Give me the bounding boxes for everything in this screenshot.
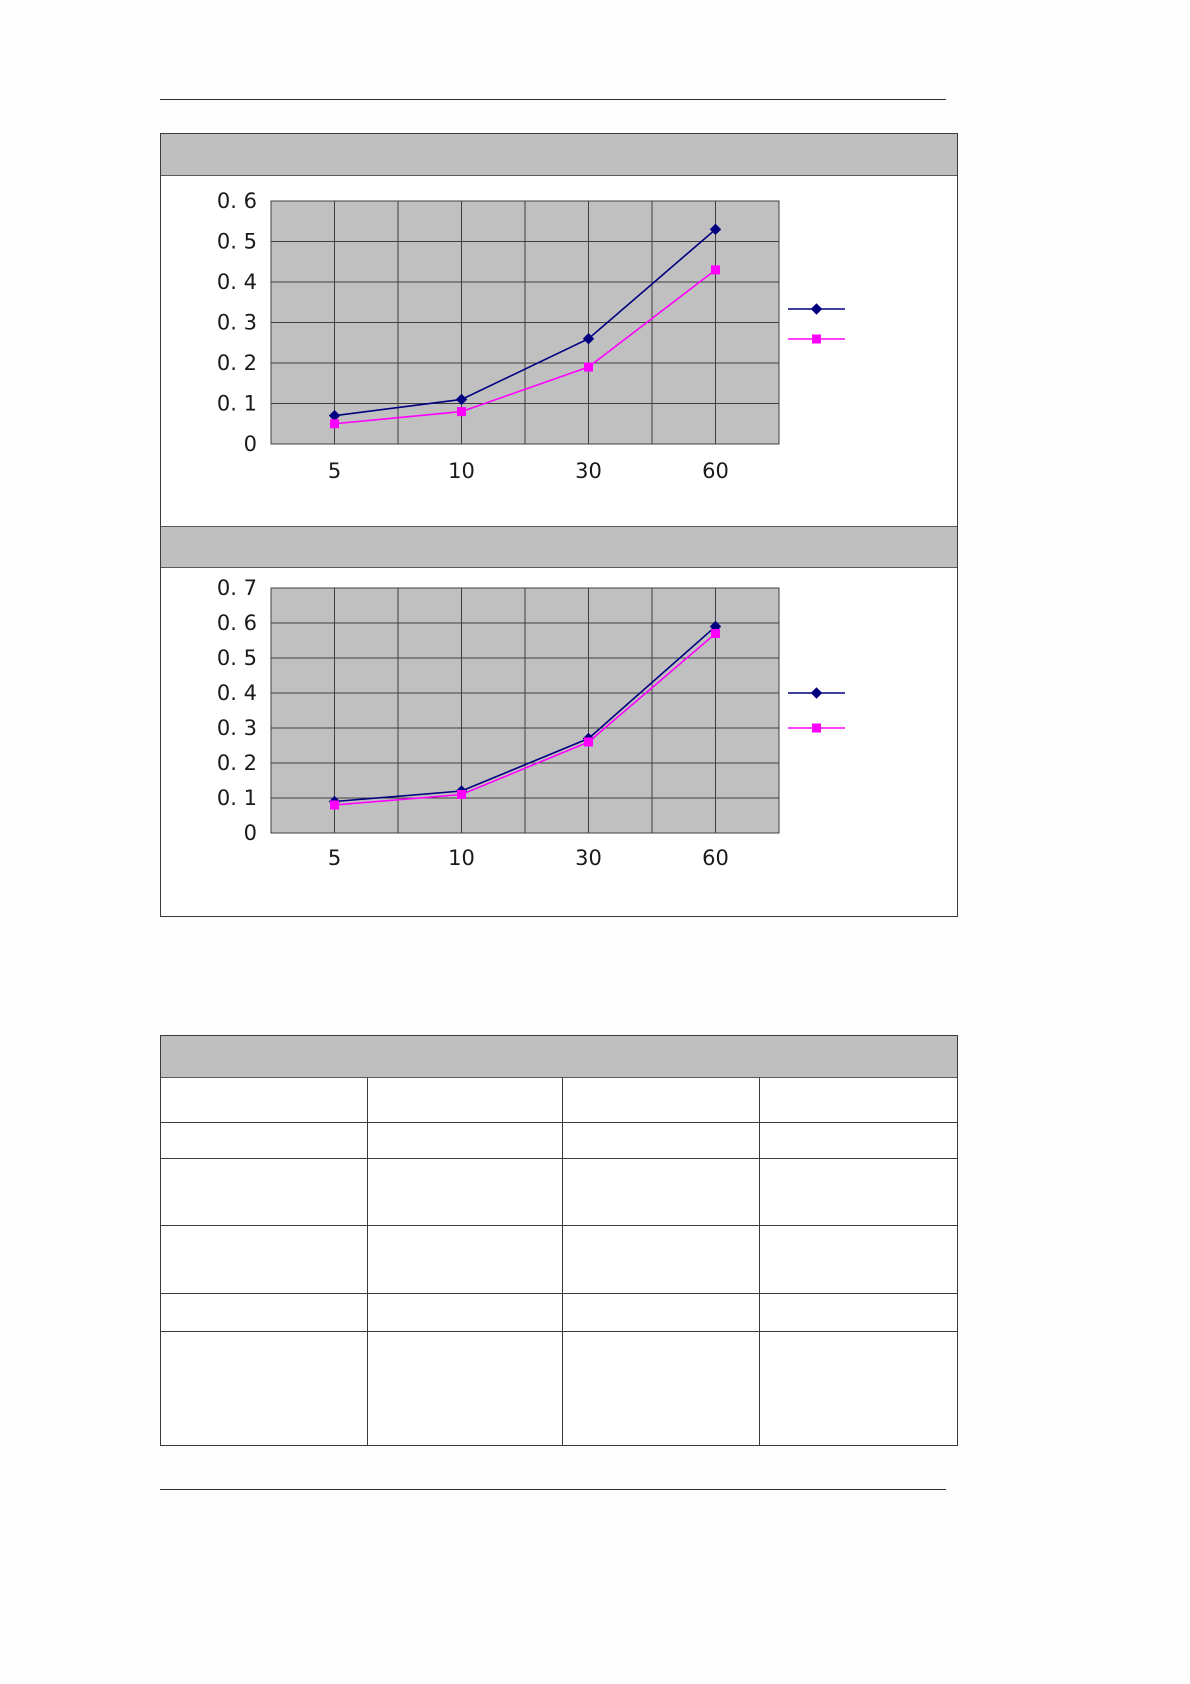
series-line bbox=[334, 632, 717, 806]
diamond-marker bbox=[455, 393, 468, 406]
chart-svg: 0 0. 1 0. 2 0. 3 0. 4 0. 5 0. 6 5 10 30 60 bbox=[217, 189, 845, 483]
table-cell bbox=[368, 1226, 563, 1294]
series-line bbox=[334, 228, 717, 417]
x-tick-label: 5 bbox=[328, 459, 341, 483]
table-cell bbox=[760, 1123, 957, 1159]
square-marker bbox=[457, 790, 466, 799]
square-marker bbox=[711, 265, 720, 275]
series-series-2-square bbox=[330, 629, 720, 810]
series-series-2-square bbox=[330, 265, 720, 429]
square-marker bbox=[457, 407, 466, 417]
line-chart-2: 0 0. 1 0. 2 0. 3 0. 4 0. 5 0. 6 0. 7 5 10 30 60 bbox=[161, 568, 957, 916]
table-cell bbox=[161, 1078, 368, 1123]
table-cell bbox=[161, 1226, 368, 1294]
y-tick-label: 0. 5 bbox=[217, 230, 257, 254]
y-tick-label: 0. 7 bbox=[217, 576, 257, 600]
x-tick-label: 60 bbox=[702, 846, 729, 870]
table-cell bbox=[563, 1078, 760, 1123]
charts-panel: 0 0. 1 0. 2 0. 3 0. 4 0. 5 0. 6 5 10 30 60 0 0. 1 0.… bbox=[160, 133, 958, 917]
y-tick-label: 0. 4 bbox=[217, 681, 257, 705]
square-marker bbox=[584, 362, 593, 372]
page-bottom-rule bbox=[160, 1489, 946, 1490]
diamond-marker bbox=[810, 303, 823, 315]
gridlines bbox=[270, 200, 780, 445]
x-tick-label: 60 bbox=[702, 459, 729, 483]
y-tick-label: 0. 3 bbox=[217, 311, 257, 335]
y-tick-label: 0. 4 bbox=[217, 270, 257, 294]
table-cell bbox=[161, 1332, 368, 1445]
x-tick-label: 5 bbox=[328, 846, 341, 870]
table-cell bbox=[760, 1159, 957, 1226]
y-tick-label: 0. 5 bbox=[217, 646, 257, 670]
square-marker bbox=[812, 723, 821, 733]
table-cell bbox=[368, 1123, 563, 1159]
square-marker bbox=[330, 800, 339, 810]
y-tick-label: 0. 6 bbox=[217, 611, 257, 635]
square-marker bbox=[711, 629, 720, 638]
table-title-band bbox=[161, 1036, 957, 1078]
page-top-rule bbox=[160, 99, 946, 100]
table-cell bbox=[760, 1226, 957, 1294]
table-cell bbox=[563, 1159, 760, 1226]
y-tick-label: 0. 1 bbox=[217, 392, 257, 416]
series-line bbox=[334, 625, 717, 803]
table-cell bbox=[161, 1294, 368, 1332]
table-panel bbox=[160, 1035, 958, 1446]
table-cell bbox=[760, 1078, 957, 1123]
y-tick-label: 0. 2 bbox=[217, 751, 257, 775]
legend bbox=[788, 303, 845, 344]
table-cell bbox=[161, 1159, 368, 1226]
table-cell bbox=[563, 1332, 760, 1445]
y-tick-label: 0 bbox=[244, 432, 257, 456]
square-marker bbox=[330, 419, 339, 429]
table-cell bbox=[368, 1332, 563, 1445]
x-tick-label: 30 bbox=[575, 846, 602, 870]
x-axis-labels: 5 10 30 60 bbox=[328, 846, 729, 870]
x-tick-label: 10 bbox=[448, 846, 475, 870]
square-marker bbox=[584, 737, 593, 747]
data-table bbox=[161, 1078, 957, 1445]
legend bbox=[788, 687, 845, 733]
line-chart-1: 0 0. 1 0. 2 0. 3 0. 4 0. 5 0. 6 5 10 30 60 bbox=[161, 176, 957, 526]
table-cell bbox=[563, 1294, 760, 1332]
table-cell bbox=[368, 1159, 563, 1226]
table-cell bbox=[563, 1123, 760, 1159]
diamond-marker bbox=[709, 223, 722, 236]
x-axis-labels: 5 10 30 60 bbox=[328, 459, 729, 483]
table-cell bbox=[161, 1123, 368, 1159]
square-marker bbox=[812, 334, 821, 344]
diamond-marker bbox=[810, 687, 823, 699]
x-tick-label: 30 bbox=[575, 459, 602, 483]
x-tick-label: 10 bbox=[448, 459, 475, 483]
y-tick-label: 0. 1 bbox=[217, 786, 257, 810]
chart1-title-band bbox=[161, 134, 957, 176]
y-axis-labels: 0 0. 1 0. 2 0. 3 0. 4 0. 5 0. 6 bbox=[217, 189, 257, 456]
y-tick-label: 0. 2 bbox=[217, 351, 257, 375]
table-cell bbox=[563, 1226, 760, 1294]
series-line bbox=[334, 269, 716, 425]
chart-svg: 0 0. 1 0. 2 0. 3 0. 4 0. 5 0. 6 0. 7 5 10 30 60 bbox=[217, 576, 845, 870]
table-cell bbox=[760, 1294, 957, 1332]
table-cell bbox=[760, 1332, 957, 1445]
y-tick-label: 0 bbox=[244, 821, 257, 845]
table-cell bbox=[368, 1294, 563, 1332]
table-cell bbox=[368, 1078, 563, 1123]
y-axis-labels: 0 0. 1 0. 2 0. 3 0. 4 0. 5 0. 6 0. 7 bbox=[217, 576, 257, 845]
series-series-1-diamond bbox=[328, 223, 722, 422]
y-tick-label: 0. 6 bbox=[217, 189, 257, 213]
chart2-title-band bbox=[161, 526, 957, 568]
diamond-marker bbox=[582, 332, 595, 345]
y-tick-label: 0. 3 bbox=[217, 716, 257, 740]
